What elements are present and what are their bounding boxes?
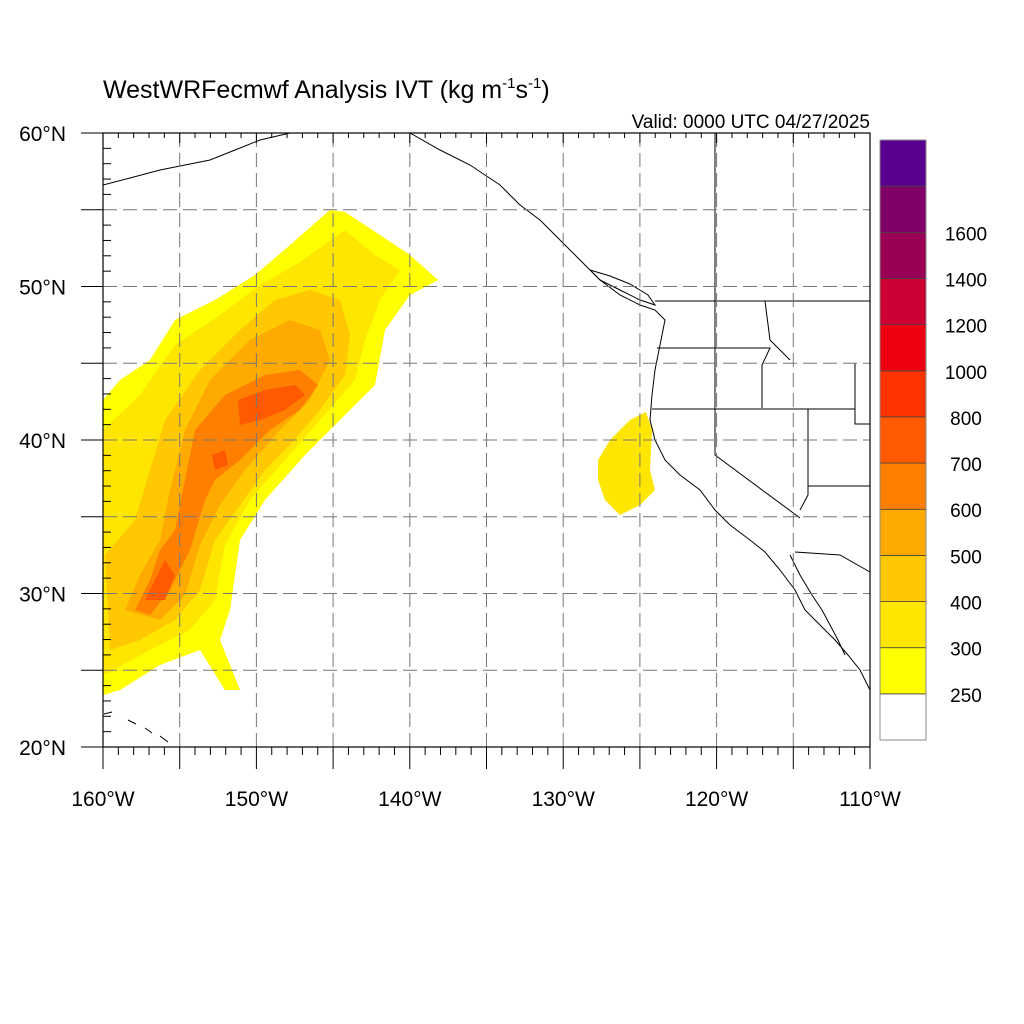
y-tick-label: 20°N bbox=[19, 737, 66, 760]
map-title: WestWRFecmwf Analysis IVT (kg m-1s-1) bbox=[103, 75, 550, 104]
colorbar-label: 1000 bbox=[945, 363, 987, 384]
colorbar-swatch bbox=[879, 370, 927, 418]
x-tick-label: 130°W bbox=[532, 788, 595, 811]
baja-coastline bbox=[789, 554, 846, 656]
colorbar-swatch bbox=[879, 185, 927, 233]
colorbar-swatch bbox=[879, 324, 927, 372]
colorbar-label: 700 bbox=[950, 455, 982, 476]
x-tick-label: 120°W bbox=[685, 788, 748, 811]
colorbar-label: 500 bbox=[950, 547, 982, 568]
colorbar-swatch bbox=[879, 647, 927, 695]
ivt-plume-coastal bbox=[598, 412, 655, 515]
north-america-coastline bbox=[409, 133, 870, 691]
colorbar-swatch bbox=[879, 278, 927, 326]
y-tick-label: 60°N bbox=[19, 123, 66, 146]
colorbar-swatch bbox=[879, 416, 927, 464]
alaska-coastline bbox=[103, 133, 291, 186]
colorbar-label: 1600 bbox=[945, 224, 987, 245]
x-tick-label: 110°W bbox=[839, 788, 901, 811]
nevada-arizona-border bbox=[799, 409, 809, 511]
colorbar-swatch bbox=[879, 231, 927, 279]
graticule bbox=[103, 133, 870, 747]
y-tick-label: 40°N bbox=[19, 430, 66, 453]
colorbar-label: 600 bbox=[950, 501, 982, 522]
colorbar-label: 400 bbox=[950, 594, 982, 615]
x-tick-label: 150°W bbox=[225, 788, 288, 811]
ivt-plume-600 bbox=[135, 370, 318, 615]
colorbar-swatch bbox=[879, 693, 927, 741]
ivt-colorbar: 250 300 400 500 600 700 800 1000 1200 1400 1600 bbox=[879, 139, 987, 741]
colorbar-label: 300 bbox=[950, 640, 982, 661]
california-nevada-border bbox=[714, 133, 801, 519]
colorbar-frame bbox=[879, 139, 927, 741]
colorbar-label: 800 bbox=[950, 409, 982, 430]
colorbar-swatch bbox=[879, 601, 927, 649]
x-tick-label: 140°W bbox=[378, 788, 441, 811]
colorbar-swatch bbox=[879, 554, 927, 602]
ivt-plume-700 bbox=[145, 385, 305, 600]
y-axis-labels: 60°N 50°N 40°N 30°N 20°N bbox=[19, 123, 66, 760]
colorbar-swatch bbox=[879, 508, 927, 556]
idaho-border bbox=[854, 363, 870, 425]
coastlines bbox=[103, 133, 870, 743]
y-tick-label: 30°N bbox=[19, 584, 66, 607]
colorbar-label: 1400 bbox=[945, 270, 987, 291]
state-borders bbox=[652, 133, 871, 573]
idaho-montana-border bbox=[764, 300, 791, 361]
valid-time-label: Valid: 0000 UTC 04/27/2025 bbox=[632, 112, 870, 133]
x-tick-label: 160°W bbox=[71, 788, 134, 811]
ivt-shading bbox=[103, 210, 655, 695]
axis-ticks bbox=[81, 132, 871, 769]
x-axis-labels: 160°W 150°W 140°W 130°W 120°W 110°W bbox=[71, 788, 901, 811]
colorbar-label: 250 bbox=[950, 686, 982, 707]
colorbar-swatch bbox=[879, 139, 927, 187]
washington-oregon-border bbox=[657, 347, 771, 408]
us-mexico-border bbox=[794, 551, 871, 573]
vancouver-island bbox=[589, 269, 657, 306]
colorbar-swatch bbox=[879, 462, 927, 510]
y-tick-label: 50°N bbox=[19, 277, 66, 300]
hawaii-islands bbox=[103, 711, 169, 743]
colorbar-label: 1200 bbox=[945, 317, 987, 338]
